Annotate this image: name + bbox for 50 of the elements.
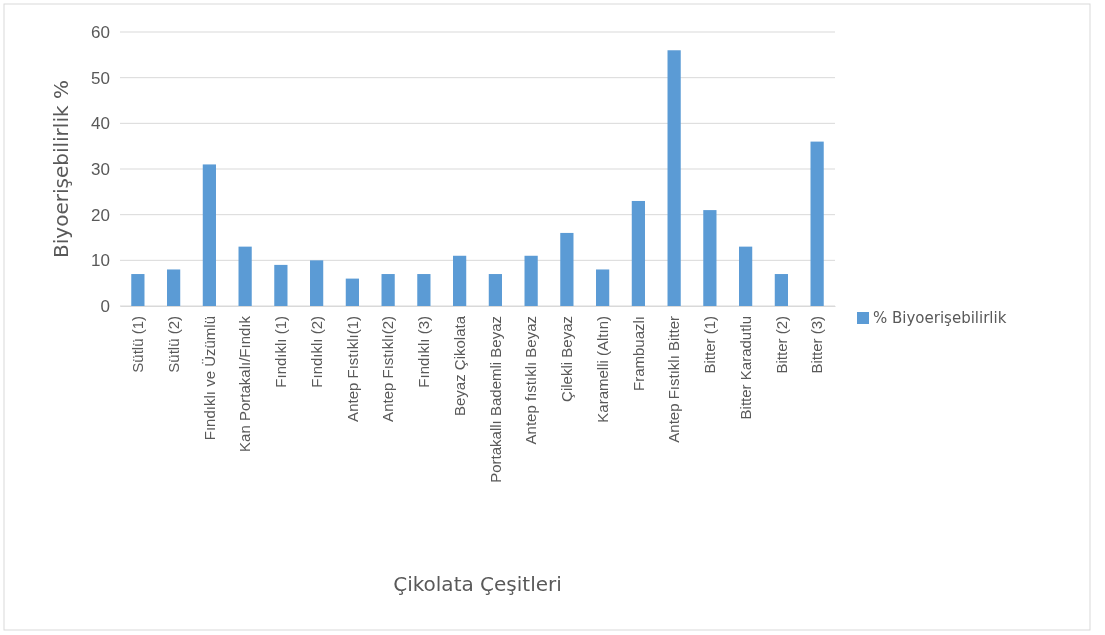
y-tick-label: 50 (91, 68, 110, 88)
x-tick-label: Fındıklı (3) (415, 316, 433, 388)
bar (202, 164, 216, 306)
bar (131, 274, 145, 306)
x-tick-label: Çilekli Beyaz (558, 316, 576, 402)
x-tick-label: Fındıklı ve Üzümlü (200, 316, 218, 441)
x-tick-label: Frambuazlı (629, 316, 647, 392)
y-tick-label: 40 (91, 114, 110, 134)
x-tick-label: Antep Fıstıklı Bitter (665, 316, 683, 443)
bar (167, 269, 181, 306)
x-tick-label: Antep Fıstıklı(1) (343, 316, 361, 422)
y-tick-label: 0 (100, 296, 110, 316)
y-tick-label: 10 (91, 251, 110, 271)
legend-label: % Biyoerişebilirlik (873, 309, 1007, 328)
bar (345, 278, 359, 306)
bar (810, 141, 824, 306)
x-axis-title: Çikolata Çeşitleri (393, 572, 562, 596)
bar (381, 274, 395, 306)
bar (524, 255, 538, 306)
x-tick-label: Portakallı Bademli Beyaz (486, 316, 504, 483)
y-tick-label: 60 (91, 22, 110, 42)
x-tick-label: Sütlü (2) (164, 316, 182, 373)
bar (596, 269, 610, 306)
x-tick-label: Bitter (1) (701, 316, 719, 374)
bar (631, 200, 645, 306)
y-tick-label: 20 (91, 205, 110, 225)
y-tick-label: 30 (91, 159, 110, 179)
bar (488, 274, 502, 306)
bar (274, 264, 288, 306)
bar (703, 210, 717, 306)
bar (238, 246, 252, 306)
x-tick-label: Antep fıstıklı Beyaz (522, 316, 540, 445)
bar (774, 274, 788, 306)
bar (417, 274, 431, 306)
x-tick-label: Sütlü (1) (129, 316, 147, 373)
x-tick-label: Karamelli (Altın) (593, 316, 611, 423)
bar (453, 255, 467, 306)
x-tick-label: Bitter Karadutlu (736, 316, 754, 420)
x-tick-label: Kan Portakalı/Fındık (236, 315, 254, 452)
x-tick-label: Fındıklı (2) (307, 316, 325, 388)
x-tick-label: Bitter (3) (808, 316, 826, 374)
bar (310, 260, 324, 306)
bar (560, 232, 574, 306)
bar (667, 50, 681, 306)
y-axis-title: Biyoerişebilirlik % (49, 80, 73, 258)
x-tick-label: Beyaz Çikolata (450, 315, 468, 417)
x-tick-label: Antep Fıstıklı(2) (379, 316, 397, 422)
x-tick-label: Fındıklı (1) (272, 316, 290, 388)
x-tick-label: Bitter (2) (772, 316, 790, 374)
bar (739, 246, 753, 306)
